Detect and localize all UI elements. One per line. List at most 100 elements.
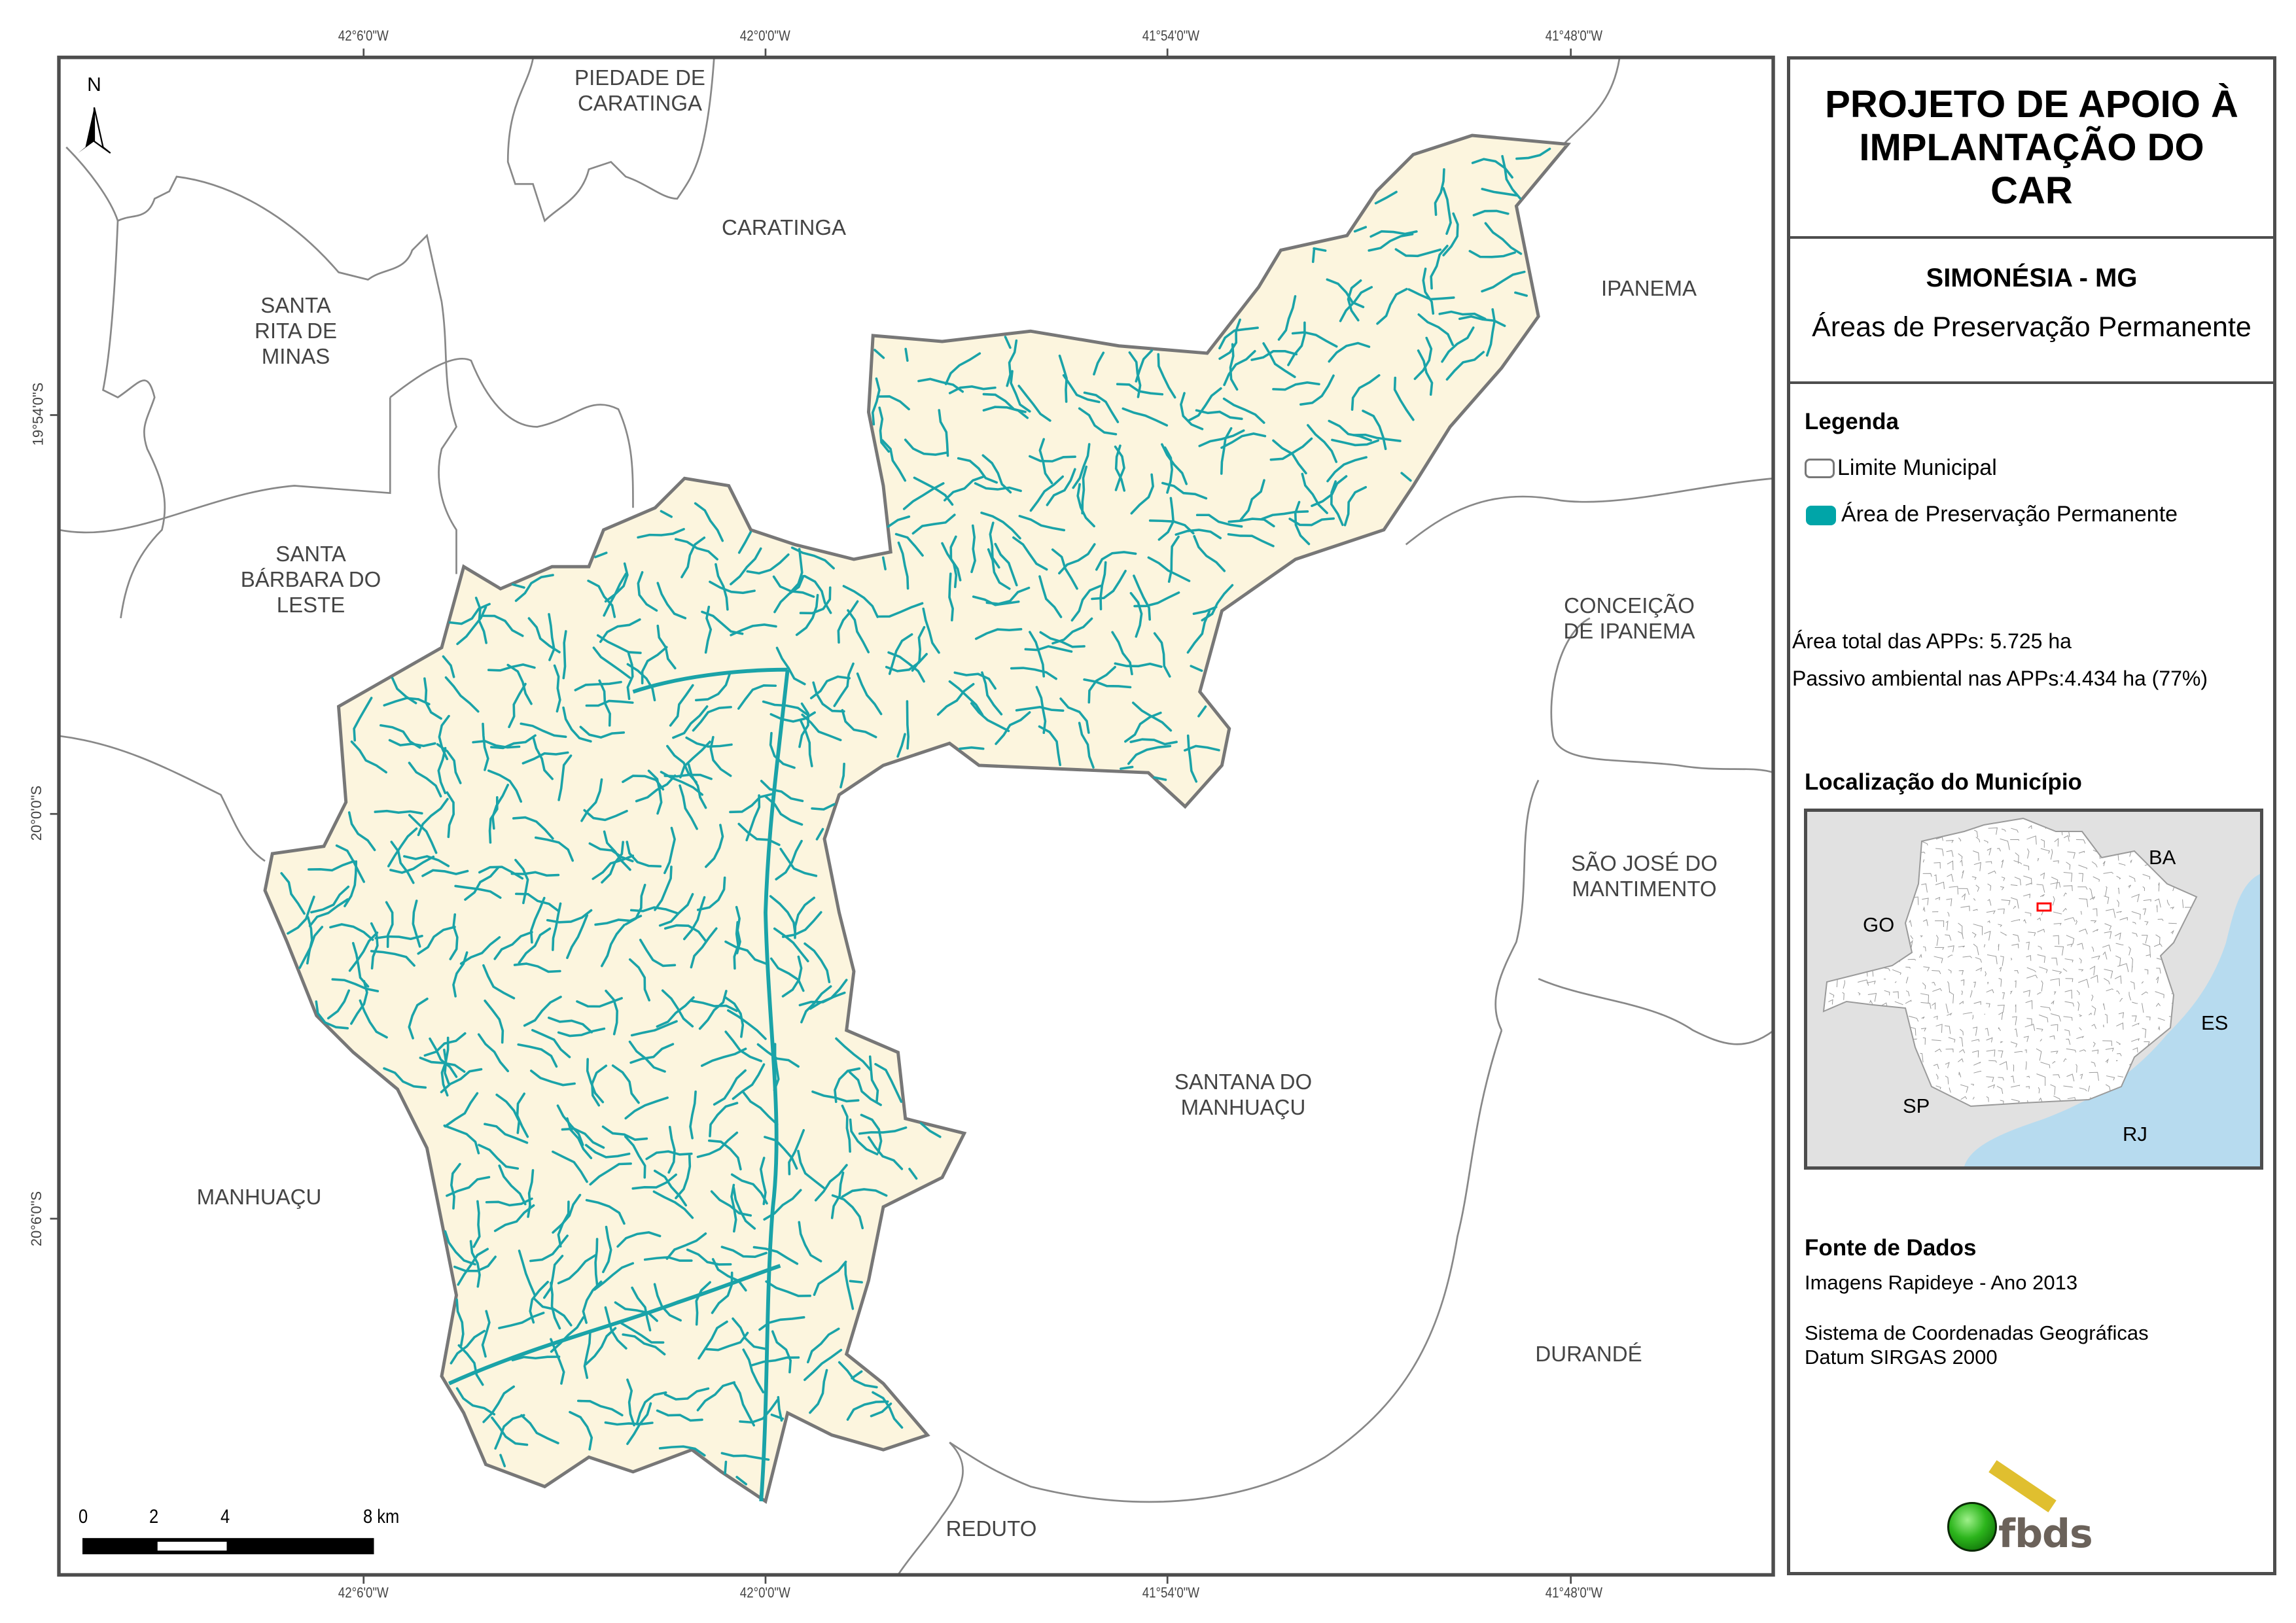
app-stream <box>987 548 1011 590</box>
inset-municipality-line <box>1947 1012 1952 1016</box>
inset-municipality-line <box>1996 1085 2004 1094</box>
app-stream <box>773 927 809 963</box>
inset-municipality-line <box>1905 828 1907 832</box>
app-stream <box>1260 510 1309 521</box>
inset-municipality-line <box>1879 907 1883 912</box>
app-stream <box>1078 407 1118 436</box>
app-stream <box>711 1258 747 1292</box>
logo-green-sphere <box>1947 1502 1997 1552</box>
inset-municipality-line <box>2053 991 2057 995</box>
app-stream <box>652 1190 694 1219</box>
inset-municipality-line <box>1918 824 1923 834</box>
app-stream <box>742 1348 765 1394</box>
app-stream <box>1127 744 1172 765</box>
app-stream <box>1227 517 1275 528</box>
inset-municipality-line <box>1867 1063 1873 1066</box>
inset-municipality-line <box>2000 956 2004 966</box>
inset-municipality-line <box>2040 848 2051 854</box>
inset-municipality-line <box>2157 826 2161 836</box>
inset-municipality-line <box>1831 850 1839 861</box>
inset-municipality-line <box>2078 969 2084 972</box>
inset-municipality-line <box>1973 898 1976 901</box>
inset-municipality-line <box>2028 825 2032 829</box>
inset-municipality-line <box>1910 939 1913 951</box>
app-stream <box>989 521 1000 569</box>
app-stream <box>1133 591 1180 608</box>
inset-municipality-line <box>2182 944 2190 947</box>
app-stream <box>732 1317 767 1350</box>
inset-municipality-line <box>2155 991 2164 998</box>
app-stream <box>457 1344 484 1386</box>
app-stream <box>848 1071 882 1106</box>
inset-municipality-line <box>1830 1076 1833 1087</box>
inset-municipality-line <box>2049 1035 2055 1040</box>
app-stream <box>515 892 560 913</box>
app-stream <box>1311 475 1348 508</box>
neighbor-boundaries <box>58 58 1775 1576</box>
inset-municipality-line <box>2130 859 2132 864</box>
inset-municipality-line <box>1972 1026 1978 1036</box>
app-stream <box>849 1280 863 1283</box>
inset-municipality-line <box>1839 921 1843 930</box>
app-stream <box>800 985 832 1024</box>
app-stream <box>464 866 500 901</box>
app-stream <box>481 1310 491 1358</box>
app-stream <box>720 1452 770 1461</box>
inset-municipality-line <box>2065 978 2074 983</box>
app-stream <box>1095 551 1137 571</box>
inset-label-ba: BA <box>2149 846 2176 869</box>
inset-municipality-line <box>2170 977 2180 983</box>
app-stream <box>477 1033 510 1073</box>
scale-label-0: 0 <box>79 1506 88 1527</box>
inset-municipality-line <box>2132 932 2138 937</box>
app-stream <box>344 860 358 907</box>
inset-municipality-line <box>2195 848 2197 853</box>
inset-municipality-line <box>2000 1100 2004 1105</box>
app-stream <box>631 1286 652 1332</box>
inset-municipality-line <box>1843 980 1845 989</box>
inset-municipality-line <box>1947 873 1954 882</box>
app-stream <box>518 1249 537 1297</box>
inset-municipality-line <box>1831 1028 1839 1034</box>
app-stream <box>631 1173 677 1190</box>
app-stream <box>459 935 501 965</box>
inset-municipality-line <box>2183 921 2195 924</box>
inset-municipality-line <box>1892 1074 1899 1079</box>
project-title-text: PROJETO DE APOIO À IMPLANTAÇÃO DO CAR <box>1825 83 2238 212</box>
inset-municipality-line <box>1935 1024 1943 1033</box>
inset-municipality-line <box>1920 1027 1927 1032</box>
app-stream <box>511 1355 561 1361</box>
legend-label-limite: Limite Municipal <box>1837 455 1997 480</box>
app-stream <box>760 780 804 803</box>
app-stream <box>1015 706 1065 712</box>
inset-municipality-line <box>2066 862 2071 870</box>
app-stream <box>732 1187 756 1230</box>
app-stream <box>576 997 623 1008</box>
inset-municipality-line <box>2132 1002 2138 1004</box>
app-stream <box>839 762 845 789</box>
app-stream <box>692 706 732 732</box>
app-stream <box>1093 351 1105 375</box>
app-stream <box>1223 350 1256 387</box>
app-stream <box>720 1246 768 1259</box>
inset-municipality-line <box>1934 1048 1942 1053</box>
inset-municipality-line <box>1960 1028 1964 1036</box>
inset-municipality-line <box>2168 969 2174 973</box>
app-stream <box>1351 374 1381 411</box>
app-stream <box>1038 725 1061 767</box>
inset-municipality-line <box>1829 992 1835 998</box>
app-stream <box>495 1093 521 1134</box>
inset-municipality-line <box>1910 851 1918 857</box>
app-stream <box>637 528 685 539</box>
app-stream <box>1301 472 1328 514</box>
app-stream <box>490 734 537 750</box>
inset-municipality-line <box>1986 1003 1990 1008</box>
inset-municipality-line <box>2079 898 2089 907</box>
inset-municipality-line <box>1935 1085 1941 1090</box>
app-stream <box>667 1125 676 1174</box>
legend-panel: PROJETO DE APOIO À IMPLANTAÇÃO DO CAR SI… <box>1787 56 2276 1575</box>
app-stream <box>752 1246 799 1265</box>
app-stream <box>493 931 533 960</box>
main-rivers <box>448 667 790 1502</box>
app-stream <box>773 1043 780 1092</box>
